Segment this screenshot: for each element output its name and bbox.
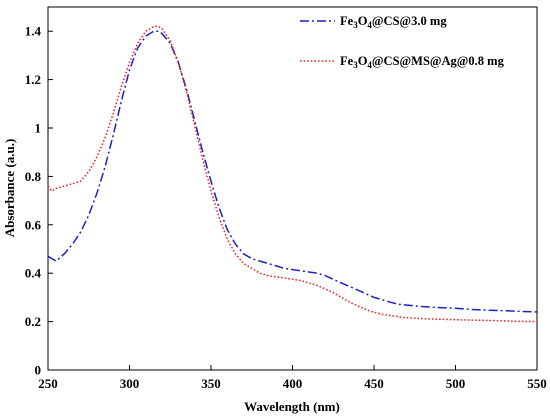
- legend-label-series-2: Fe3O4@CS@MS@Ag@0.8 mg: [340, 54, 505, 70]
- legend-1-base: Fe: [340, 14, 354, 28]
- x-tick-label: 450: [364, 376, 384, 391]
- y-tick-label: 1: [35, 121, 42, 136]
- series-layer: [47, 25, 538, 323]
- legend-2-rest: @CS@MS@Ag@0.8 mg: [372, 54, 505, 68]
- y-tick-label: 1.4: [25, 24, 42, 39]
- legend-1-sub1: 3: [353, 20, 358, 30]
- y-tick-label: 0.2: [25, 314, 41, 329]
- legend: Fe3O4@CS@3.0 mg Fe3O4@CS@MS@Ag@0.8 mg: [300, 14, 505, 70]
- y-tick-label: 0.8: [25, 169, 42, 184]
- x-tick-label: 400: [283, 376, 303, 391]
- y-axis-ticks: 0 0.2 0.4 0.6 0.8 1 1.2 1.4: [25, 24, 53, 378]
- y-tick-label: 0.6: [25, 217, 42, 232]
- y-tick-label: 0.4: [25, 266, 42, 281]
- x-axis-ticks: 250 300 350 400 450 500 550: [38, 365, 547, 391]
- legend-label-series-1: Fe3O4@CS@3.0 mg: [340, 14, 447, 30]
- legend-2-sub2: 4: [367, 60, 372, 70]
- y-axis-title: Absorbance (a.u.): [2, 139, 17, 238]
- legend-2-mid: O: [358, 54, 368, 68]
- legend-1-sub2: 4: [367, 20, 372, 30]
- legend-2-sub1: 3: [353, 60, 358, 70]
- x-axis-title: Wavelength (nm): [244, 399, 340, 414]
- series-line-2: [47, 25, 538, 323]
- x-tick-label: 250: [38, 376, 58, 391]
- x-tick-label: 350: [201, 376, 221, 391]
- x-tick-label: 300: [120, 376, 140, 391]
- series-line-1: [47, 30, 538, 313]
- x-tick-label: 550: [527, 376, 547, 391]
- x-tick-label: 500: [446, 376, 466, 391]
- y-tick-label: 0: [35, 363, 42, 378]
- legend-1-mid: O: [358, 14, 368, 28]
- y-tick-label: 1.2: [25, 72, 41, 87]
- legend-1-rest: @CS@3.0 mg: [372, 14, 447, 28]
- legend-2-base: Fe: [340, 54, 354, 68]
